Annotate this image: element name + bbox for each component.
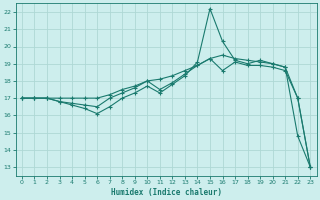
X-axis label: Humidex (Indice chaleur): Humidex (Indice chaleur): [111, 188, 221, 197]
